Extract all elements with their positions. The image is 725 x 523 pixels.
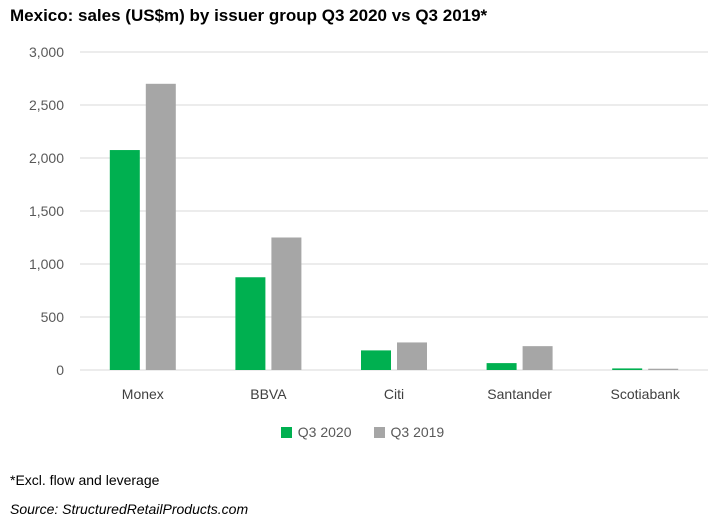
source-note: Source: StructuredRetailProducts.com <box>10 501 249 517</box>
bar-scotiabank-q3-2019 <box>648 368 679 370</box>
x-category-label: BBVA <box>250 386 287 402</box>
y-tick-label: 2,000 <box>29 150 64 166</box>
y-axis-ticks: 0 500 1,000 1,500 2,000 2,500 3,000 <box>29 44 64 378</box>
y-tick-label: 1,000 <box>29 256 64 272</box>
y-tick-label: 3,000 <box>29 44 64 60</box>
bar-santander-q3-2019 <box>522 346 553 370</box>
bar-monex-q3-2020 <box>109 150 140 370</box>
legend-swatch <box>280 426 292 438</box>
footnote: *Excl. flow and leverage <box>10 472 160 488</box>
bars <box>109 83 679 371</box>
y-tick-label: 2,500 <box>29 97 64 113</box>
bar-citi-q3-2019 <box>397 342 427 370</box>
y-tick-label: 1,500 <box>29 203 64 219</box>
chart-title: Mexico: sales (US$m) by issuer group Q3 … <box>10 6 488 25</box>
bar-santander-q3-2020 <box>486 363 517 370</box>
x-category-label: Monex <box>122 386 164 402</box>
legend-swatch <box>373 426 385 438</box>
bar-citi-q3-2020 <box>361 350 391 370</box>
y-tick-label: 500 <box>41 309 65 325</box>
legend: Q3 2020 Q3 2019 <box>0 424 725 440</box>
x-category-label: Scotiabank <box>611 386 681 402</box>
legend-item: Q3 2020 <box>280 424 352 440</box>
bar-bbva-q3-2019 <box>271 237 302 370</box>
x-category-label: Santander <box>487 386 552 402</box>
x-axis-categories: Monex BBVA Citi Santander Scotiabank <box>122 386 681 402</box>
legend-label: Q3 2020 <box>297 424 352 440</box>
gridlines <box>80 51 708 371</box>
x-category-label: Citi <box>384 386 404 402</box>
bar-bbva-q3-2020 <box>235 277 266 370</box>
legend-item: Q3 2019 <box>373 424 445 440</box>
legend-label: Q3 2019 <box>390 424 445 440</box>
bar-monex-q3-2019 <box>145 83 176 371</box>
y-tick-label: 0 <box>56 362 64 378</box>
bar-scotiabank-q3-2020 <box>612 368 643 370</box>
